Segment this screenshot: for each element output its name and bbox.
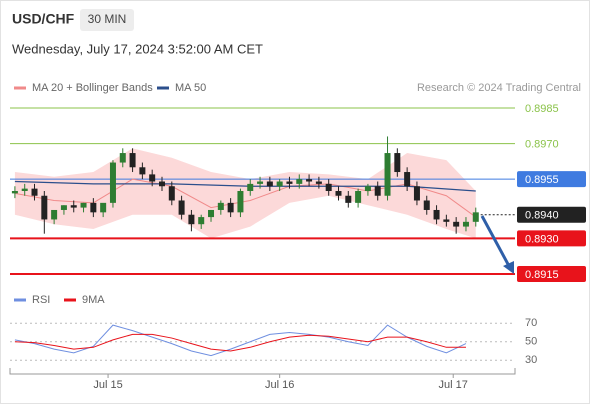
y-tick-label: 70 xyxy=(525,317,537,329)
x-tick-label: Jul 17 xyxy=(439,379,468,391)
candle-body xyxy=(217,202,224,210)
legend-label: 9MA xyxy=(82,294,105,306)
candle-body xyxy=(335,191,342,196)
candle-body xyxy=(433,209,440,220)
level-label-box xyxy=(517,206,586,223)
candle-body xyxy=(325,183,332,191)
candle-body xyxy=(119,153,126,163)
candle-body xyxy=(237,191,244,213)
indicator-line xyxy=(14,333,466,352)
timeframe-badge xyxy=(80,9,134,31)
candle-body xyxy=(453,221,460,227)
y-tick-label: 50 xyxy=(525,336,537,348)
candle-body xyxy=(51,209,58,220)
candle-body xyxy=(11,191,18,194)
candle-body xyxy=(109,162,116,203)
candle-body xyxy=(188,214,195,225)
candle-body xyxy=(462,221,469,227)
forecast-arrow xyxy=(480,215,511,267)
candle-body xyxy=(443,219,450,222)
candle-body xyxy=(139,167,146,175)
candle-body xyxy=(21,188,28,191)
source: Research © 2024 Trading Central xyxy=(417,82,581,94)
candle-body xyxy=(306,179,313,182)
x-axis xyxy=(9,368,516,375)
candle-body xyxy=(60,205,67,210)
level-label: 0.8955 xyxy=(525,174,559,186)
forecast-arrow-head xyxy=(503,261,514,274)
candle-body xyxy=(90,202,97,213)
candle-body xyxy=(413,186,420,201)
candle-body xyxy=(286,181,293,184)
level-label-box xyxy=(517,230,586,247)
candle-body xyxy=(178,200,185,215)
candle-body xyxy=(227,202,234,213)
candle-body xyxy=(394,153,401,173)
legend-label: MA 50 xyxy=(175,82,206,94)
candle-body xyxy=(31,188,38,196)
x-tick-label: Jul 15 xyxy=(93,379,122,391)
candle-body xyxy=(158,181,165,187)
y-tick-label: 30 xyxy=(525,354,537,366)
candle-body xyxy=(257,181,264,184)
candle-body xyxy=(198,217,205,225)
level-label-box xyxy=(517,266,586,282)
subtitle: Wednesday, July 17, 2024 3:52:00 AM CET xyxy=(12,41,263,56)
candle-body xyxy=(41,195,48,220)
candle-body xyxy=(472,212,479,222)
candle-body xyxy=(276,181,283,187)
chart-title: USD/CHF xyxy=(12,11,75,27)
level-label: 0.8930 xyxy=(525,233,559,245)
x-tick-label: Jul 16 xyxy=(265,379,294,391)
candle-body xyxy=(374,186,381,196)
candle-body xyxy=(247,183,254,191)
candle-body xyxy=(355,191,362,203)
candle-body xyxy=(315,181,322,184)
candle-body xyxy=(364,186,371,191)
level-label: 0.8985 xyxy=(525,103,559,115)
bollinger-band xyxy=(14,148,476,239)
level-label: 0.8915 xyxy=(525,269,559,281)
candle-body xyxy=(345,195,352,203)
candle-body xyxy=(129,153,136,168)
level-label: 0.8940 xyxy=(525,210,559,222)
candle-body xyxy=(80,202,87,208)
timeframe: 30 MIN xyxy=(88,12,127,26)
legend-label: RSI xyxy=(32,294,50,306)
candle-body xyxy=(149,174,156,182)
level-label: 0.8970 xyxy=(525,138,559,150)
candle-body xyxy=(296,179,303,184)
legend-label: MA 20 + Bollinger Bands xyxy=(32,82,153,94)
candle-body xyxy=(423,200,430,210)
candle-body xyxy=(168,186,175,201)
candle-body xyxy=(404,172,411,187)
candle-body xyxy=(100,202,107,213)
candle-body xyxy=(208,209,215,218)
candle-body xyxy=(266,181,273,187)
candle-body xyxy=(70,205,77,208)
candle-body xyxy=(384,153,391,196)
level-label-box xyxy=(517,171,586,188)
